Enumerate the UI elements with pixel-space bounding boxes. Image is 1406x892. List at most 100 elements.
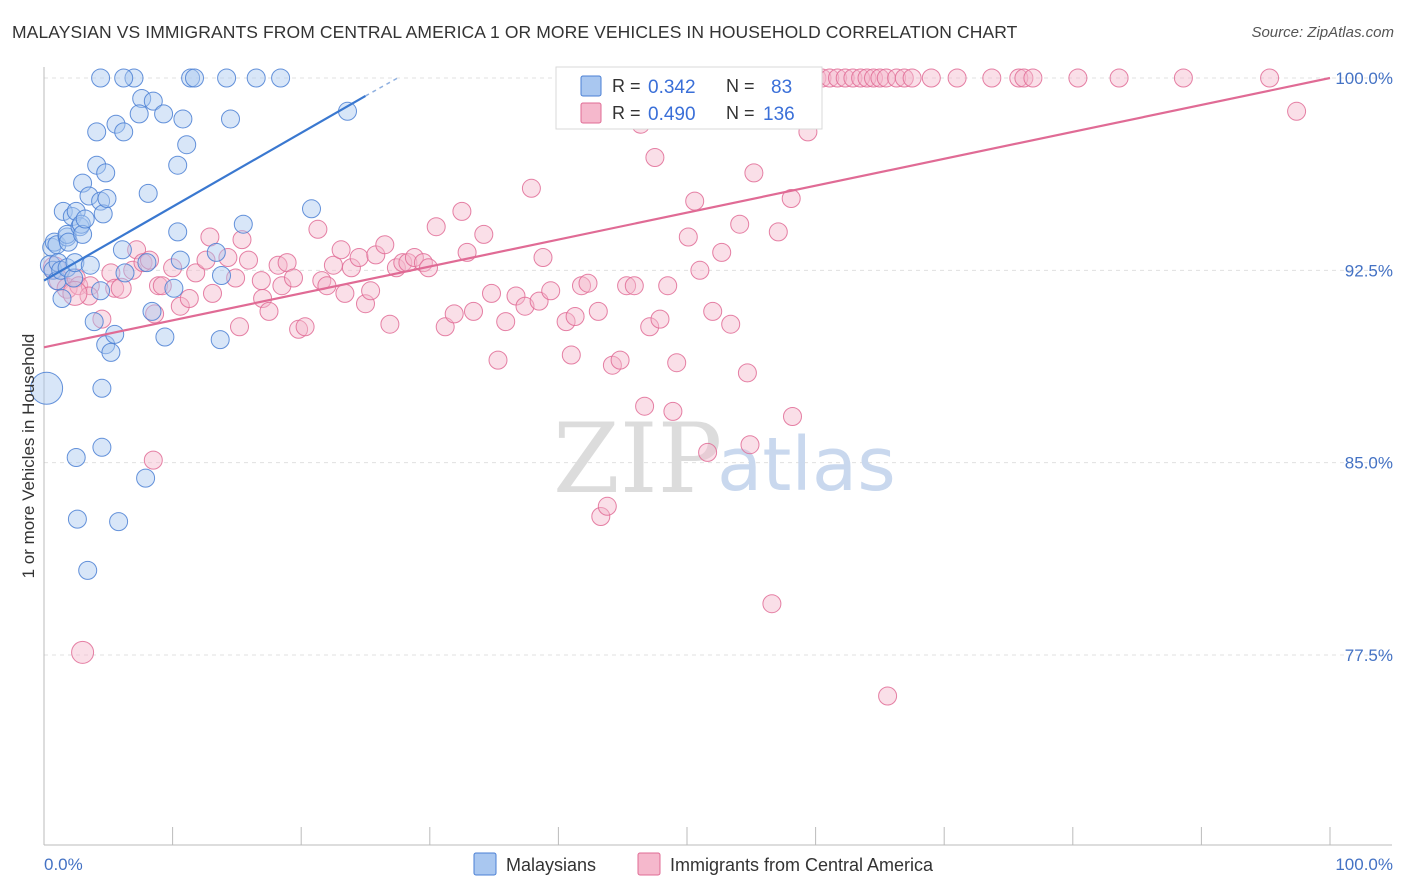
point-malaysian	[92, 437, 112, 457]
point-central-america	[737, 363, 757, 383]
point-malaysian	[84, 312, 104, 332]
point-central-america	[1287, 101, 1307, 121]
point-malaysian	[210, 330, 230, 350]
point-central-america	[251, 271, 271, 291]
point-malaysian	[138, 183, 158, 203]
point-malaysian	[185, 68, 204, 88]
point-central-america	[721, 314, 741, 334]
point-central-america	[781, 189, 801, 208]
point-central-america	[127, 240, 147, 260]
point-central-america	[835, 68, 855, 88]
point-central-america	[464, 301, 483, 321]
point-central-america	[186, 263, 206, 283]
point-central-america	[541, 281, 561, 301]
point-central-america	[878, 686, 898, 706]
point-central-america	[712, 242, 732, 262]
point-central-america	[744, 163, 764, 183]
y-tick-label: 100.0%	[1335, 69, 1393, 88]
point-central-america	[239, 250, 258, 270]
point-central-america	[105, 278, 125, 298]
legend-r-label-1: R =	[612, 76, 641, 96]
point-malaysian	[91, 68, 111, 88]
point-central-america	[496, 312, 516, 332]
point-central-america	[444, 304, 464, 324]
point-central-america	[667, 353, 687, 373]
point-malaysian	[170, 250, 190, 270]
legend-n-label-2: N =	[726, 103, 755, 123]
point-central-america	[624, 276, 644, 296]
point-malaysian	[64, 268, 84, 288]
point-central-america	[578, 273, 598, 293]
point-central-america	[617, 276, 637, 296]
point-central-america	[435, 317, 455, 337]
legend-bottom-label-malaysians: Malaysians	[506, 855, 596, 875]
point-central-america	[597, 496, 617, 516]
point-central-america	[982, 68, 1002, 88]
point-malaysian	[164, 278, 184, 298]
legend-bottom: Malaysians Immigrants from Central Ameri…	[473, 852, 934, 876]
point-central-america	[783, 407, 802, 426]
chart-source: Source: ZipAtlas.com	[1251, 24, 1394, 41]
point-central-america	[663, 401, 683, 421]
trend-layer	[43, 76, 1331, 349]
point-central-america	[635, 396, 655, 416]
point-central-america	[762, 594, 782, 614]
legend-r-value-2: 0.490	[648, 104, 696, 125]
point-malaysian	[96, 163, 116, 183]
point-malaysian	[52, 289, 72, 308]
point-central-america	[230, 317, 249, 337]
point-central-america	[610, 350, 630, 370]
legend-r-value-1: 0.342	[648, 77, 696, 98]
point-malaysian	[97, 189, 117, 208]
point-central-america	[645, 148, 665, 167]
trendline-malaysians	[43, 94, 367, 282]
point-malaysian	[136, 468, 156, 488]
point-central-america	[308, 219, 328, 239]
point-central-america	[62, 280, 88, 306]
point-malaysian	[67, 509, 87, 529]
point-malaysian	[93, 204, 113, 224]
point-malaysian	[78, 560, 98, 580]
point-central-america	[71, 640, 95, 664]
point-central-america	[894, 68, 914, 88]
point-central-america	[356, 294, 375, 314]
point-central-america	[488, 350, 508, 370]
point-central-america	[1109, 68, 1129, 88]
point-malaysian	[106, 114, 126, 134]
point-central-america	[452, 201, 472, 221]
point-central-america	[828, 68, 847, 88]
legend-bottom-swatch-malaysians	[473, 852, 497, 876]
point-malaysian	[132, 89, 152, 108]
point-central-america	[902, 68, 922, 88]
point-malaysian	[143, 91, 163, 111]
point-central-america	[561, 345, 581, 365]
point-central-america	[730, 214, 750, 234]
point-central-america	[556, 312, 576, 332]
point-malaysian	[30, 371, 64, 405]
point-central-america	[331, 240, 351, 260]
point-central-america	[857, 68, 877, 88]
point-central-america	[196, 250, 216, 270]
point-malaysian	[71, 214, 91, 234]
point-malaysian	[142, 301, 162, 321]
point-malaysian	[66, 448, 86, 467]
point-central-america	[851, 68, 871, 88]
point-central-america	[482, 283, 501, 303]
point-central-america	[284, 268, 303, 288]
point-malaysian	[109, 512, 129, 532]
point-central-america	[1068, 68, 1088, 88]
point-central-america	[843, 68, 863, 88]
legend-n-label-1: N =	[726, 76, 755, 96]
point-malaysian	[217, 68, 237, 88]
point-central-america	[145, 304, 165, 324]
point-malaysian	[80, 255, 100, 275]
point-central-america	[685, 191, 705, 211]
watermark: ZIP atlas	[553, 403, 896, 515]
point-central-america	[768, 222, 788, 242]
y-tick-label: 77.5%	[1345, 646, 1393, 665]
y-tick-label: 85.0%	[1345, 454, 1393, 473]
point-central-america	[218, 248, 238, 267]
legend-top: R = 0.342 N = 83 R = 0.490 N = 136	[555, 66, 823, 130]
point-central-america	[588, 301, 608, 321]
chart-title: MALAYSIAN VS IMMIGRANTS FROM CENTRAL AME…	[12, 22, 1018, 42]
